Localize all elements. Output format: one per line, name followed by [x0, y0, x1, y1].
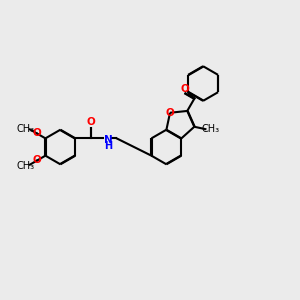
- Text: O: O: [180, 84, 189, 94]
- Text: O: O: [33, 155, 41, 166]
- Text: O: O: [87, 117, 95, 127]
- Text: H: H: [104, 141, 112, 151]
- Text: CH₃: CH₃: [16, 124, 34, 134]
- Text: CH₃: CH₃: [201, 124, 219, 134]
- Text: CH₃: CH₃: [16, 160, 34, 170]
- Text: O: O: [32, 128, 41, 138]
- Text: O: O: [166, 108, 174, 118]
- Text: N: N: [104, 135, 113, 145]
